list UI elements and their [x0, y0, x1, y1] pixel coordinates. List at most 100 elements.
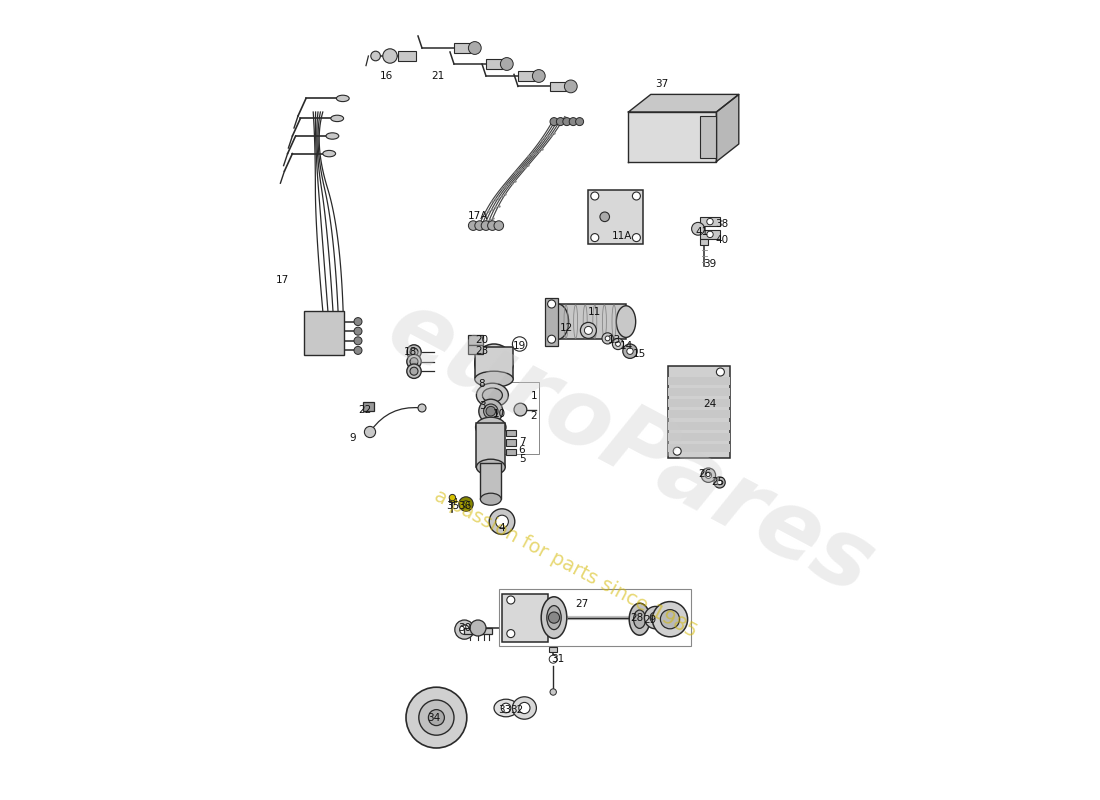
Polygon shape: [716, 94, 739, 162]
Bar: [668, 433, 730, 441]
Ellipse shape: [322, 150, 335, 157]
Circle shape: [557, 118, 564, 126]
Circle shape: [549, 655, 558, 663]
Circle shape: [550, 118, 558, 126]
Circle shape: [569, 118, 578, 126]
Bar: [476, 423, 505, 467]
Text: 17A: 17A: [468, 211, 488, 221]
Circle shape: [707, 218, 713, 225]
Ellipse shape: [484, 404, 498, 418]
Circle shape: [494, 221, 504, 230]
Text: 5: 5: [519, 454, 526, 464]
Text: 17: 17: [275, 275, 288, 285]
Circle shape: [354, 337, 362, 345]
Text: 7: 7: [519, 438, 526, 447]
Text: 6: 6: [519, 446, 526, 455]
Text: 11: 11: [587, 307, 601, 317]
Circle shape: [564, 80, 578, 93]
Circle shape: [532, 70, 546, 82]
Circle shape: [490, 509, 515, 534]
Bar: [506, 439, 516, 446]
Text: 35: 35: [446, 501, 459, 510]
Bar: [398, 51, 416, 61]
Circle shape: [549, 612, 560, 623]
Bar: [668, 388, 730, 396]
Text: 4: 4: [498, 523, 505, 533]
Circle shape: [463, 501, 470, 507]
Text: 19: 19: [513, 342, 526, 351]
Ellipse shape: [475, 344, 514, 382]
Text: 18: 18: [404, 347, 417, 357]
Bar: [550, 82, 566, 91]
Circle shape: [701, 468, 716, 482]
Circle shape: [469, 221, 478, 230]
Text: 23: 23: [475, 346, 488, 356]
Ellipse shape: [476, 459, 505, 475]
Ellipse shape: [481, 493, 502, 506]
Ellipse shape: [410, 367, 418, 375]
Text: 41: 41: [695, 227, 708, 237]
Circle shape: [519, 702, 530, 714]
Circle shape: [418, 404, 426, 412]
Circle shape: [623, 344, 637, 358]
Text: 28: 28: [630, 613, 644, 622]
Circle shape: [650, 612, 661, 623]
Bar: [558, 304, 626, 339]
Text: 24: 24: [703, 399, 716, 409]
Circle shape: [475, 221, 484, 230]
Bar: [668, 410, 730, 418]
Ellipse shape: [547, 606, 561, 630]
Circle shape: [705, 472, 712, 478]
Circle shape: [513, 337, 527, 351]
Bar: [668, 377, 730, 385]
Text: 40: 40: [715, 235, 728, 245]
Bar: [449, 498, 455, 502]
Circle shape: [616, 342, 620, 346]
Ellipse shape: [331, 115, 343, 122]
Bar: [668, 444, 730, 452]
Bar: [304, 311, 343, 355]
Text: 1: 1: [530, 391, 537, 401]
Ellipse shape: [407, 364, 421, 378]
Ellipse shape: [629, 603, 650, 635]
Ellipse shape: [476, 383, 508, 407]
Circle shape: [481, 221, 491, 230]
Circle shape: [563, 118, 571, 126]
Bar: [475, 347, 514, 379]
Bar: [701, 116, 716, 158]
Circle shape: [364, 426, 375, 438]
Circle shape: [605, 336, 610, 341]
Circle shape: [550, 689, 557, 695]
Polygon shape: [628, 94, 739, 112]
Ellipse shape: [475, 371, 514, 387]
Circle shape: [707, 231, 713, 238]
Circle shape: [406, 687, 466, 748]
Bar: [486, 59, 502, 69]
Polygon shape: [628, 112, 716, 162]
Bar: [498, 589, 691, 646]
Text: 31: 31: [551, 654, 564, 664]
Circle shape: [548, 300, 556, 308]
Text: 3: 3: [478, 401, 485, 410]
Ellipse shape: [410, 358, 418, 366]
Text: 27: 27: [575, 599, 589, 609]
Text: 21: 21: [431, 71, 444, 81]
Text: 8: 8: [478, 379, 485, 389]
Circle shape: [581, 322, 596, 338]
Circle shape: [454, 620, 474, 639]
Ellipse shape: [326, 133, 339, 139]
Ellipse shape: [483, 388, 503, 402]
Bar: [588, 190, 642, 244]
Text: a passion for parts since 1985: a passion for parts since 1985: [431, 486, 701, 642]
Circle shape: [673, 447, 681, 455]
Ellipse shape: [634, 610, 646, 629]
Circle shape: [584, 326, 593, 334]
Circle shape: [613, 338, 624, 350]
Circle shape: [460, 625, 470, 634]
Text: 13: 13: [607, 335, 620, 345]
Circle shape: [354, 318, 362, 326]
Circle shape: [354, 327, 362, 335]
Text: 26: 26: [698, 469, 712, 478]
Text: 20: 20: [475, 335, 488, 345]
Circle shape: [716, 368, 725, 376]
